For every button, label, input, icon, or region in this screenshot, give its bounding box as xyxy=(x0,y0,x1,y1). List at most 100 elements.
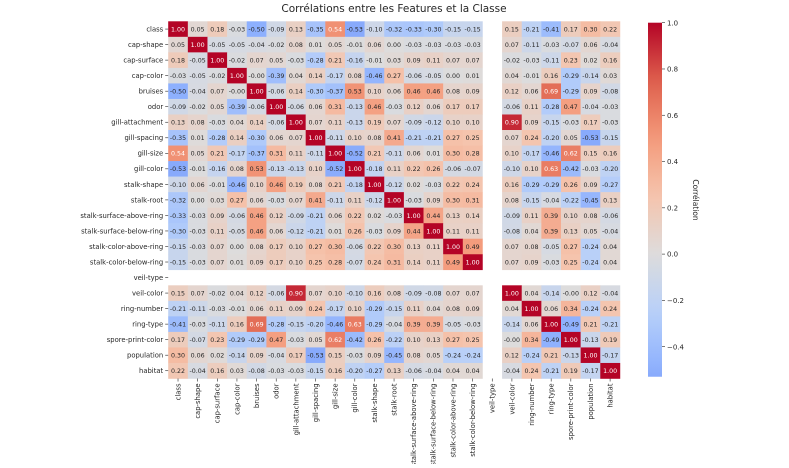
cell-annotation: 1.00 xyxy=(210,58,224,65)
cell-annotation: 0.09 xyxy=(367,353,381,360)
cell-annotation: 0.62 xyxy=(564,151,578,158)
heatmap-cell xyxy=(325,145,346,162)
heatmap-cell xyxy=(541,238,562,255)
y-tick-label: population xyxy=(127,352,163,360)
heatmap-cell xyxy=(227,223,248,240)
heatmap-cell xyxy=(580,21,601,38)
heatmap-cell xyxy=(423,98,444,115)
heatmap-cell xyxy=(423,192,444,208)
cell-annotation: 0.16 xyxy=(210,368,224,375)
cell-annotation: 0.25 xyxy=(564,259,578,266)
cell-annotation: -0.41 xyxy=(543,26,559,33)
cell-annotation: 0.09 xyxy=(250,259,264,266)
cell-annotation: -0.06 xyxy=(268,290,284,297)
heatmap-cell xyxy=(227,285,248,302)
cell-annotation: 0.04 xyxy=(505,73,519,80)
cell-annotation: 0.17 xyxy=(269,259,283,266)
cell-annotation: -0.03 xyxy=(406,42,422,49)
cell-annotation: -0.03 xyxy=(602,120,618,127)
heatmap-cell xyxy=(364,161,385,177)
heatmap-cell xyxy=(561,130,581,146)
heatmap-cell xyxy=(187,254,208,271)
cell-annotation: -0.06 xyxy=(268,120,284,127)
cell-annotation: 0.03 xyxy=(387,58,401,65)
heatmap-cell xyxy=(207,161,228,177)
cell-annotation: -0.10 xyxy=(504,166,520,173)
heatmap-cell xyxy=(286,254,306,271)
heatmap-cell xyxy=(344,300,365,317)
heatmap-cell xyxy=(384,300,405,317)
cell-annotation: 0.14 xyxy=(466,213,480,220)
cell-annotation: -0.02 xyxy=(209,73,225,80)
heatmap-cell xyxy=(246,207,267,224)
cell-annotation: -0.11 xyxy=(209,322,225,329)
cell-annotation: -0.39 xyxy=(229,104,245,111)
heatmap-cell xyxy=(187,67,208,84)
heatmap-cell xyxy=(423,331,444,348)
cell-annotation: 0.05 xyxy=(308,337,322,344)
cell-annotation: -0.05 xyxy=(190,73,206,80)
heatmap-cell xyxy=(286,238,306,255)
heatmap-cell xyxy=(600,362,621,379)
heatmap-cell xyxy=(168,300,189,317)
heatmap-cell xyxy=(423,207,444,224)
heatmap-cell xyxy=(443,238,464,255)
heatmap-cell xyxy=(364,130,385,146)
cell-annotation: 0.09 xyxy=(466,306,480,313)
heatmap-cell xyxy=(384,67,405,84)
cell-annotation: 0.05 xyxy=(210,104,224,111)
heatmap-cell xyxy=(325,285,346,302)
heatmap-cell xyxy=(600,130,621,146)
cell-annotation: -0.46 xyxy=(543,151,559,158)
y-tick-label: cap-shape xyxy=(128,41,163,49)
cell-annotation: 0.09 xyxy=(583,182,597,189)
cell-annotation: 0.30 xyxy=(583,26,597,33)
heatmap-cell xyxy=(227,238,248,255)
heatmap-cell xyxy=(561,331,581,348)
cell-annotation: -0.46 xyxy=(327,322,343,329)
heatmap-cell xyxy=(286,83,306,100)
heatmap-cell xyxy=(561,285,581,302)
cell-annotation: 0.14 xyxy=(407,259,421,266)
heatmap-cell xyxy=(246,238,267,255)
heatmap-cell xyxy=(580,145,601,162)
cell-annotation: -0.04 xyxy=(248,42,264,49)
cell-annotation: -0.04 xyxy=(425,368,441,375)
cell-annotation: -0.09 xyxy=(406,120,422,127)
heatmap-cell xyxy=(423,347,444,364)
heatmap-cell xyxy=(521,300,542,317)
heatmap-cell xyxy=(580,52,601,69)
cell-annotation: 0.10 xyxy=(289,244,303,251)
heatmap-cell xyxy=(364,362,385,379)
colorbar-tick-label: 0.2 xyxy=(667,204,678,212)
heatmap-cell xyxy=(502,331,523,348)
cell-annotation: -0.06 xyxy=(229,213,245,220)
heatmap-cell xyxy=(521,161,542,177)
cell-annotation: 0.07 xyxy=(505,135,519,142)
heatmap-cell xyxy=(168,347,189,364)
heatmap-cell xyxy=(305,52,326,69)
heatmap-cell xyxy=(600,36,621,53)
heatmap-cell xyxy=(325,223,346,240)
cell-annotation: 0.06 xyxy=(191,353,205,360)
heatmap-cell xyxy=(403,285,424,302)
cell-annotation: -0.29 xyxy=(248,337,264,344)
cell-annotation: -0.01 xyxy=(366,58,382,65)
cell-annotation: -0.29 xyxy=(366,322,382,329)
cell-annotation: 0.02 xyxy=(583,58,597,65)
heatmap-cell xyxy=(246,316,267,333)
heatmap-cell xyxy=(541,161,562,177)
cell-annotation: -0.02 xyxy=(504,58,520,65)
cell-annotation: 0.06 xyxy=(269,228,283,235)
cell-annotation: 0.13 xyxy=(289,26,303,33)
heatmap-cell xyxy=(580,114,601,131)
cell-annotation: 0.30 xyxy=(446,197,460,204)
heatmap-cell xyxy=(168,207,189,224)
cell-annotation: -0.03 xyxy=(288,368,304,375)
cell-annotation: 0.04 xyxy=(603,259,617,266)
heatmap-cell xyxy=(305,238,326,255)
heatmap-cell xyxy=(403,192,424,208)
heatmap-cell xyxy=(227,52,248,69)
heatmap-cell xyxy=(305,331,326,348)
cell-annotation: -0.22 xyxy=(563,197,579,204)
